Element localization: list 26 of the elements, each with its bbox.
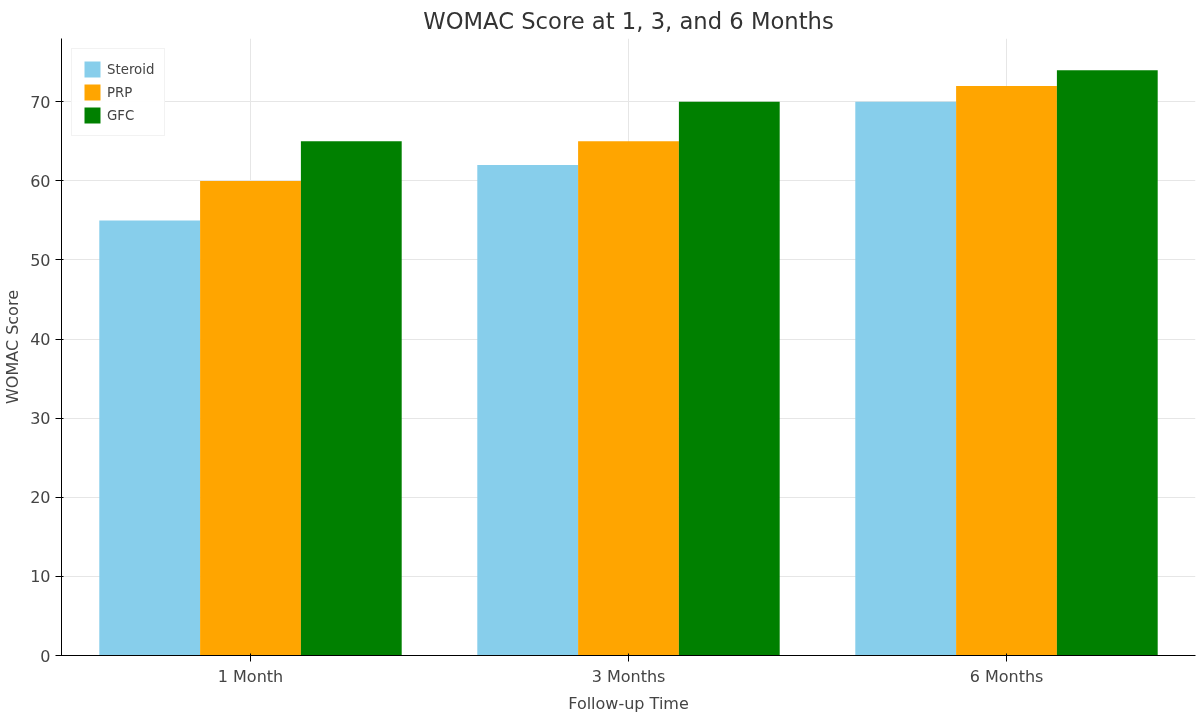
x-tick-label: 3 Months <box>591 666 666 686</box>
y-axis-title: WOMAC Score <box>3 290 23 404</box>
y-tick-label: 40 <box>30 330 51 350</box>
y-tick-label: 50 <box>30 250 51 270</box>
bar <box>477 165 579 656</box>
bar <box>99 220 201 656</box>
bar <box>200 180 301 656</box>
y-tick-label: 60 <box>30 171 51 191</box>
bar <box>956 85 1057 656</box>
y-tick-label: 10 <box>30 567 51 587</box>
bar <box>678 101 780 656</box>
y-tick-label: 20 <box>30 488 51 508</box>
x-tick-label: 6 Months <box>969 666 1044 686</box>
x-tick-label: 1 Month <box>217 666 284 686</box>
y-tick-label: 0 <box>40 646 51 666</box>
legend-label: Steroid <box>107 61 155 77</box>
y-tick-label: 70 <box>30 92 51 112</box>
chart-title: WOMAC Score at 1, 3, and 6 Months <box>423 7 834 34</box>
y-tick-label: 30 <box>30 409 51 429</box>
legend-label: GFC <box>107 107 135 123</box>
legend-label: PRP <box>107 84 133 100</box>
bar <box>1056 70 1158 656</box>
bar <box>578 141 679 656</box>
bar <box>855 101 957 656</box>
x-axis-title: Follow-up Time <box>568 693 689 713</box>
bar <box>300 141 402 656</box>
